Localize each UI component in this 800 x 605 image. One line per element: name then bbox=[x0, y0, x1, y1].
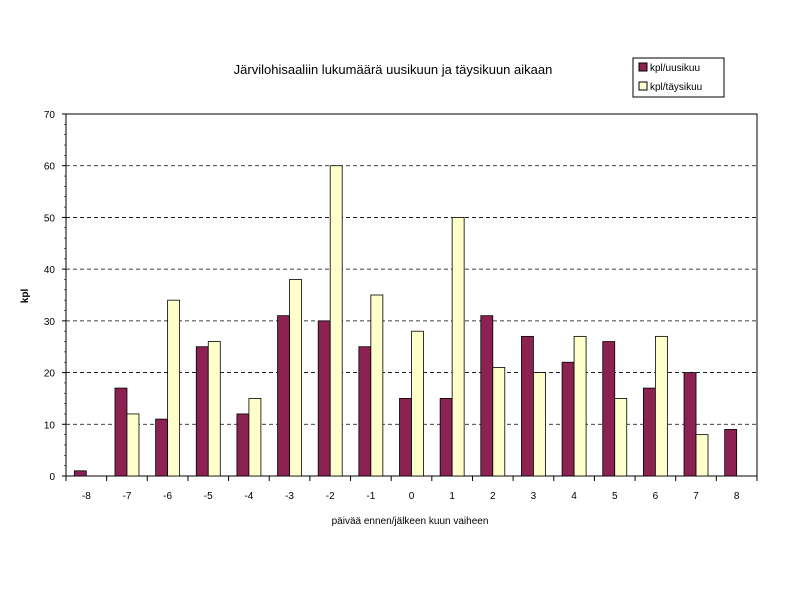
bar-uusikuu bbox=[439, 398, 453, 477]
y-tick-label: 60 bbox=[44, 162, 56, 173]
x-tick-label: 0 bbox=[409, 491, 415, 502]
bar-taysikuu bbox=[573, 335, 587, 477]
bar-taysikuu bbox=[126, 413, 140, 477]
bar-uusikuu bbox=[358, 346, 372, 477]
x-tick-label: 8 bbox=[734, 491, 740, 502]
x-tick-label: 5 bbox=[612, 491, 618, 502]
x-tick-label: -6 bbox=[163, 491, 172, 502]
y-tick-label: 50 bbox=[44, 213, 56, 224]
x-tick-label: -7 bbox=[123, 491, 132, 502]
legend-box bbox=[632, 57, 725, 98]
bar-taysikuu bbox=[492, 366, 506, 477]
bar-taysikuu bbox=[329, 165, 343, 477]
bar-uusikuu bbox=[317, 320, 331, 477]
x-tick-label: 2 bbox=[490, 491, 496, 502]
legend-swatch-uusikuu bbox=[638, 62, 648, 72]
x-tick-label: -1 bbox=[366, 491, 375, 502]
legend-label-taysikuu: kpl/täysikuu bbox=[650, 82, 702, 93]
y-tick-label: 20 bbox=[44, 369, 56, 380]
bar-uusikuu bbox=[683, 372, 697, 477]
bar-uusikuu bbox=[724, 429, 738, 477]
y-tick-label: 10 bbox=[44, 420, 56, 431]
x-tick-label: -5 bbox=[204, 491, 213, 502]
x-tick-label: -8 bbox=[82, 491, 91, 502]
y-axis-label: kpl bbox=[20, 289, 31, 304]
bar-taysikuu bbox=[289, 279, 302, 477]
bar-uusikuu bbox=[73, 470, 87, 477]
bar-uusikuu bbox=[561, 361, 575, 477]
bar-uusikuu bbox=[114, 387, 128, 477]
bar-taysikuu bbox=[533, 372, 546, 477]
bar-taysikuu bbox=[411, 330, 424, 477]
chart-title: Järvilohisaaliin lukumäärä uusikuun ja t… bbox=[234, 62, 553, 77]
x-tick-label: 3 bbox=[531, 491, 537, 502]
bar-uusikuu bbox=[642, 387, 656, 477]
bar-taysikuu bbox=[654, 335, 668, 477]
legend-label-uusikuu: kpl/uusikuu bbox=[650, 63, 700, 74]
bar-uusikuu bbox=[480, 315, 494, 477]
x-tick-label: 6 bbox=[653, 491, 659, 502]
bar-uusikuu bbox=[277, 315, 290, 477]
plot-area: 0 10 20 30 40 50 60 70 -8 -7 -6 -5 -4 -3 -2 -1 0 1 2 3 4 5 6 7 8 bbox=[44, 110, 758, 502]
bar-taysikuu bbox=[207, 341, 221, 477]
x-tick-label: -3 bbox=[285, 491, 294, 502]
bar-taysikuu bbox=[614, 398, 628, 477]
bar-uusikuu bbox=[155, 418, 169, 477]
bar-uusikuu bbox=[399, 398, 412, 477]
legend: kpl/uusikuu kpl/täysikuu bbox=[632, 57, 725, 98]
bar-taysikuu bbox=[451, 217, 465, 477]
legend-swatch-taysikuu bbox=[638, 81, 648, 91]
y-tick-label: 0 bbox=[49, 472, 55, 483]
bar-uusikuu bbox=[602, 341, 616, 477]
x-axis-label: päivää ennen/jälkeen kuun vaiheen bbox=[332, 516, 489, 527]
x-tick-label: -2 bbox=[326, 491, 335, 502]
y-tick-label: 30 bbox=[44, 317, 56, 328]
x-tick-label: 7 bbox=[693, 491, 699, 502]
bar-taysikuu bbox=[370, 294, 384, 477]
x-tick-label: -4 bbox=[244, 491, 253, 502]
x-tick-label: 4 bbox=[571, 491, 577, 502]
bar-taysikuu bbox=[248, 398, 262, 477]
y-tick-label: 40 bbox=[44, 265, 56, 276]
x-tick-label: 1 bbox=[449, 491, 455, 502]
bar-taysikuu bbox=[695, 434, 709, 477]
bar-uusikuu bbox=[236, 413, 250, 477]
y-tick-label: 70 bbox=[44, 110, 56, 121]
bar-uusikuu bbox=[521, 335, 534, 477]
bar-uusikuu bbox=[195, 346, 209, 477]
bar-taysikuu bbox=[167, 299, 181, 477]
